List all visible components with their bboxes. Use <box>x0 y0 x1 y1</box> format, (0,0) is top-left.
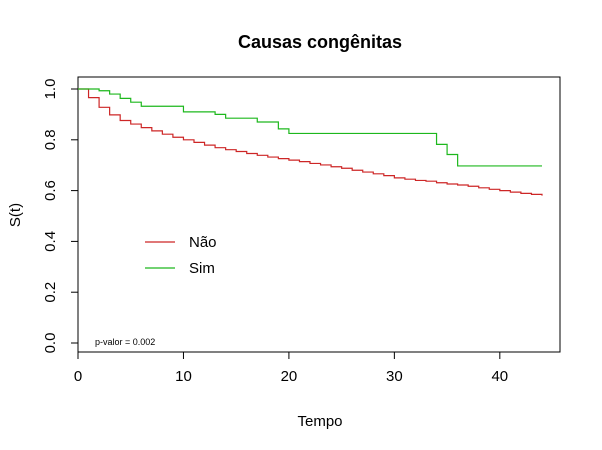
plot-frame <box>77 76 561 353</box>
y-tick-label: 0.0 <box>42 333 59 354</box>
legend-label: Não <box>189 234 217 251</box>
survival-curve-no <box>78 88 543 196</box>
legend: Não Sim <box>145 234 217 277</box>
survival-curves <box>78 88 543 196</box>
p-value-annotation: p-valor = 0.002 <box>95 337 155 347</box>
y-tick-label: 0.2 <box>42 282 59 303</box>
x-tick-label: 10 <box>175 368 192 385</box>
x-tick-label: 30 <box>386 368 403 385</box>
x-axis-label: Tempo <box>297 413 342 430</box>
y-tick-label: 0.8 <box>42 129 59 150</box>
y-axis-label: S(t) <box>7 203 24 227</box>
y-axis: 0.0 0.2 0.4 0.6 0.8 1.0 <box>42 79 79 354</box>
y-tick-label: 0.4 <box>42 231 59 252</box>
y-tick-label: 1.0 <box>42 79 59 100</box>
x-tick-label: 40 <box>491 368 508 385</box>
x-tick-label: 0 <box>74 368 82 385</box>
x-tick-label: 20 <box>281 368 298 385</box>
y-tick-label: 0.6 <box>42 180 59 201</box>
x-axis: 0 10 20 30 40 <box>74 351 508 385</box>
survival-curve-sim <box>78 88 542 167</box>
legend-label: Sim <box>189 260 215 277</box>
chart-title: Causas congênitas <box>238 32 402 52</box>
